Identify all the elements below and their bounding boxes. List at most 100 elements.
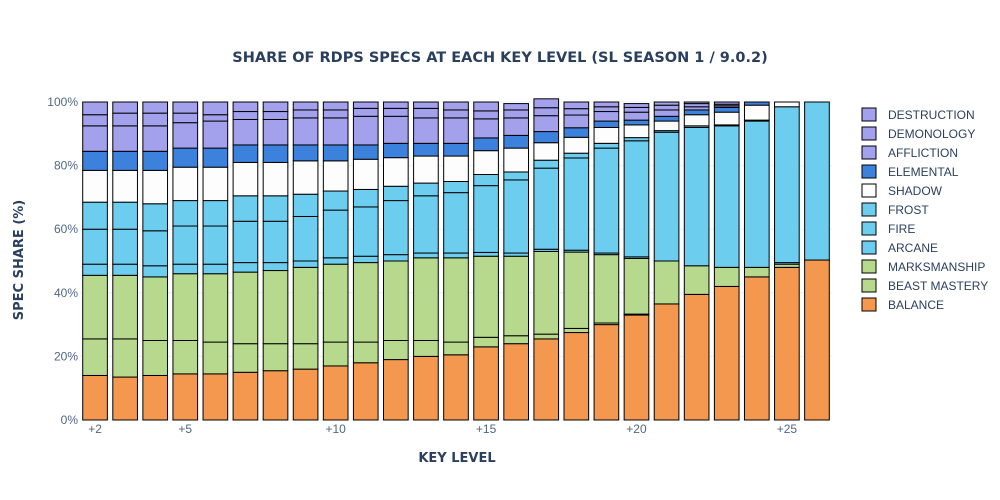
bar-segment-balance <box>112 376 138 421</box>
bar-segment-frost <box>82 201 108 230</box>
bar-segment-frost <box>473 174 499 187</box>
bar-segment-marksmanship <box>202 273 229 343</box>
bar-segment-demonology <box>262 111 289 120</box>
legend-swatch <box>861 183 877 198</box>
bar-segment-shadow <box>232 161 259 197</box>
bar-segment-shadow <box>383 157 409 187</box>
bar-segment-shadow <box>413 155 439 184</box>
bar-segment-elemental <box>623 119 650 126</box>
bar-segment-balance <box>713 285 740 421</box>
bar-segment-beast-mastery <box>563 327 590 334</box>
bar-segment-affliction <box>202 120 229 149</box>
bar-segment-marksmanship <box>112 274 138 340</box>
bar-segment-elemental <box>82 150 108 171</box>
bar-segment-marksmanship <box>743 266 770 278</box>
bar-segment-balance <box>82 374 108 421</box>
bar-segment-marksmanship <box>82 274 108 340</box>
bar-segment-destruction <box>352 101 379 109</box>
bar-segment-demonology <box>82 114 108 127</box>
bar-segment-marksmanship <box>352 262 379 343</box>
bar-segment-beast-mastery <box>292 343 319 370</box>
bar-segment-demonology <box>172 112 199 124</box>
bar-segment-balance <box>533 338 560 421</box>
bar-segment-beast-mastery <box>383 340 409 361</box>
bar-segment-elemental <box>443 142 469 157</box>
bar-segment-demonology <box>653 104 680 111</box>
bar-segment-fire <box>533 167 560 250</box>
bar-segment-shadow <box>683 114 710 127</box>
bar-segment-destruction <box>292 101 319 111</box>
bar-segment-fire <box>383 200 409 256</box>
bar-segment-frost <box>112 201 138 230</box>
bar-segment-demonology <box>473 110 499 120</box>
legend-swatch <box>861 202 877 217</box>
bar-segment-frost <box>232 195 259 222</box>
legend: DESTRUCTION DEMONOLOGY AFFLICTION ELEMENTAL… <box>861 107 988 312</box>
bar-segment-balance <box>804 259 830 421</box>
y-tick-label: 40% <box>54 286 78 300</box>
bar-segment-affliction <box>503 117 529 136</box>
bar-segment-fire <box>262 220 289 264</box>
bar-segment-affliction <box>322 117 349 146</box>
x-tick-label: +15 <box>476 422 497 436</box>
bar-segment-demonology <box>503 109 529 119</box>
bar-segment-shadow <box>443 155 469 182</box>
bar-segment-elemental <box>172 147 199 168</box>
legend-label: DESTRUCTION <box>888 108 975 122</box>
bar-segment-frost <box>443 181 469 194</box>
bar-segment-destruction <box>262 101 289 113</box>
bar-segment-demonology <box>352 107 379 117</box>
bar-segment-balance <box>653 303 680 421</box>
bar-segment-shadow <box>653 120 680 132</box>
bar-segment-demonology <box>202 114 229 122</box>
bar-segment-frost <box>292 193 319 217</box>
bar-segment-destruction <box>322 101 349 111</box>
bar-segment-destruction <box>413 101 439 109</box>
bar-segment-marksmanship <box>623 257 650 315</box>
bar-segment-shadow <box>112 169 138 203</box>
bar-segment-elemental <box>743 101 770 106</box>
bar-segment-beast-mastery <box>202 341 229 375</box>
bar-segment-frost <box>202 200 229 227</box>
bar-segment-beast-mastery <box>112 338 138 378</box>
bar-segment-shadow <box>322 160 349 192</box>
bar-segment-beast-mastery <box>142 340 169 376</box>
bar-segment-frost <box>503 171 529 181</box>
bar-segment-marksmanship <box>533 250 560 335</box>
bar-segment-arcane <box>142 265 169 278</box>
bar-segment-balance <box>563 332 590 421</box>
bar-segment-elemental <box>683 109 710 116</box>
bar-segment-elemental <box>593 120 620 128</box>
bar-segment-demonology <box>623 106 650 113</box>
bar-segment-marksmanship <box>383 260 409 341</box>
bar-segment-shadow <box>623 124 650 139</box>
bar-segment-demonology <box>533 107 560 117</box>
bar-segment-destruction <box>533 98 560 109</box>
legend-label: BEAST MASTERY <box>888 279 988 293</box>
x-tick-label: +25 <box>777 422 798 436</box>
bar-segment-demonology <box>413 107 439 119</box>
bar-segment-affliction <box>142 125 169 152</box>
x-axis-title: KEY LEVEL <box>418 451 495 466</box>
bar-segment-balance <box>202 373 229 421</box>
bar-segment-arcane <box>82 263 108 276</box>
bar-segment-balance <box>352 362 379 421</box>
bar-segment-fire <box>172 225 199 265</box>
bar-segment-destruction <box>623 103 650 108</box>
bar-segment-arcane <box>172 263 199 275</box>
bar-segment-destruction <box>563 101 590 110</box>
bar-segment-marksmanship <box>473 255 499 338</box>
bar-segment-affliction <box>413 117 439 144</box>
legend-label: AFFLICTION <box>888 146 958 160</box>
bar-segment-elemental <box>352 144 379 160</box>
bar-segment-demonology <box>232 111 259 120</box>
bar-segment-shadow <box>743 104 770 121</box>
legend-label: BALANCE <box>888 298 944 312</box>
bar-segment-destruction <box>172 101 199 114</box>
bar-segment-balance <box>142 374 169 421</box>
bar-segment-balance <box>593 324 620 421</box>
legend-swatch <box>861 240 877 255</box>
bar-segment-fire <box>142 230 169 267</box>
bar-segment-fire <box>413 195 439 254</box>
bar-segment-destruction <box>142 101 169 114</box>
